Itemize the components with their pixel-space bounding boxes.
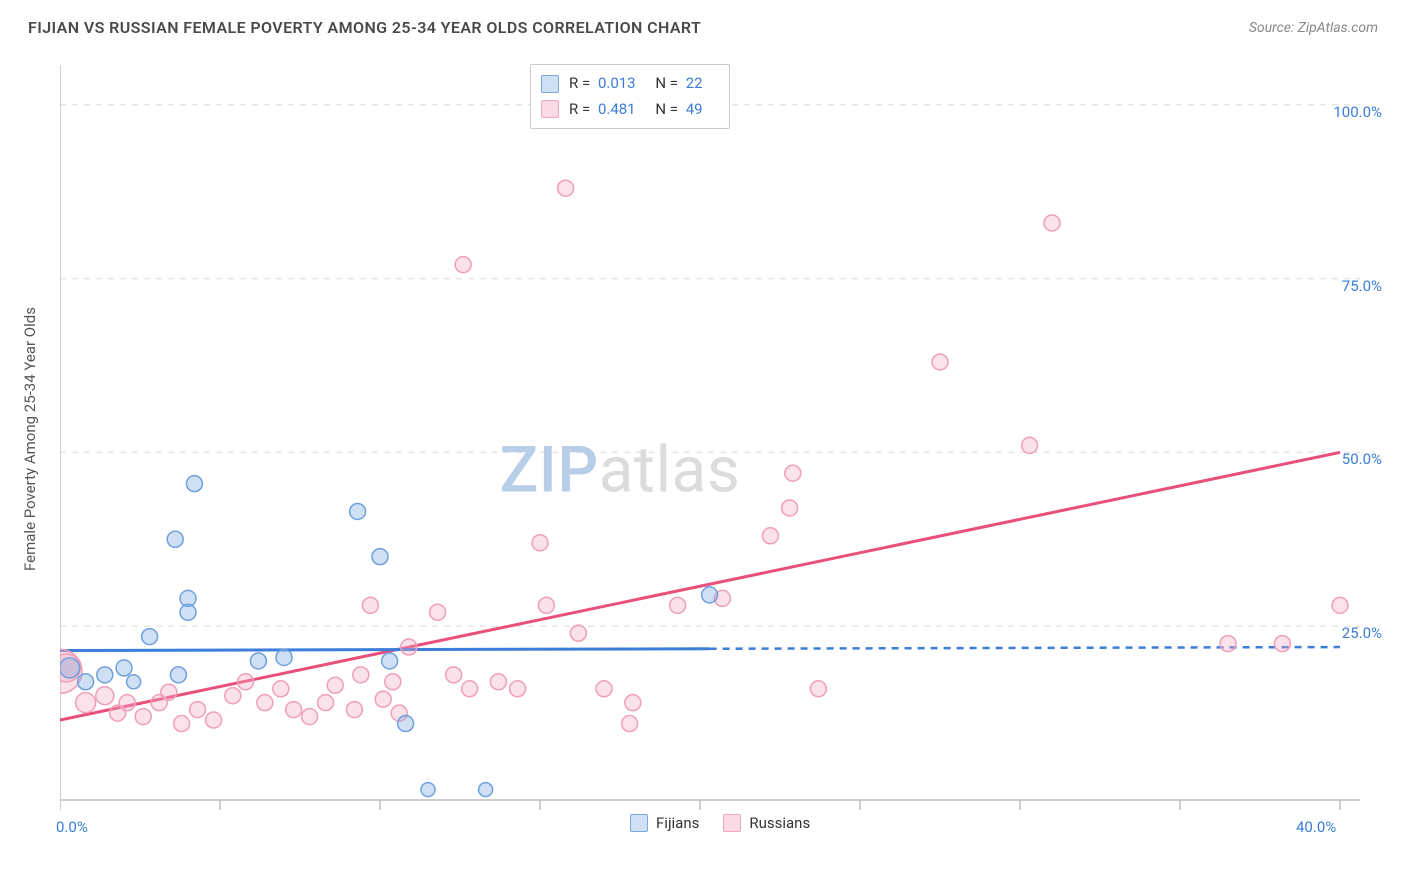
y-tick-label: 75.0% bbox=[1342, 277, 1382, 295]
legend-row-fijians: R = 0.013 N = 22 bbox=[541, 71, 719, 97]
n-value-fijians: 22 bbox=[686, 74, 703, 92]
source-prefix: Source: bbox=[1249, 20, 1298, 36]
chart-area: ZIPatlas R = 0.013 N = 22 R = 0.481 N = … bbox=[60, 60, 1380, 830]
swatch-fijians bbox=[541, 75, 559, 93]
legend-item-fijians: Fijians bbox=[630, 814, 699, 832]
y-axis-label: Female Poverty Among 25-34 Year Olds bbox=[21, 307, 39, 571]
swatch-russians bbox=[541, 100, 559, 118]
source-attribution: Source: ZipAtlas.com bbox=[1249, 20, 1378, 36]
y-tick-label: 50.0% bbox=[1342, 450, 1382, 468]
series-legend: Fijians Russians bbox=[630, 814, 810, 832]
x-tick-label: 0.0% bbox=[56, 818, 88, 836]
source-name: ZipAtlas.com bbox=[1298, 20, 1378, 36]
correlation-legend: R = 0.013 N = 22 R = 0.481 N = 49 bbox=[530, 64, 730, 129]
scatter-plot bbox=[60, 60, 1380, 830]
chart-title: FIJIAN VS RUSSIAN FEMALE POVERTY AMONG 2… bbox=[28, 18, 701, 37]
legend-label-fijians: Fijians bbox=[656, 814, 699, 832]
n-label: N = bbox=[655, 100, 678, 118]
r-value-russians: 0.481 bbox=[598, 100, 636, 118]
n-label: N = bbox=[655, 74, 678, 92]
n-value-russians: 49 bbox=[686, 100, 703, 118]
swatch-russians bbox=[723, 814, 741, 832]
r-value-fijians: 0.013 bbox=[598, 74, 636, 92]
swatch-fijians bbox=[630, 814, 648, 832]
y-tick-label: 100.0% bbox=[1333, 103, 1382, 121]
x-tick-label: 40.0% bbox=[1296, 818, 1336, 836]
legend-label-russians: Russians bbox=[749, 814, 810, 832]
legend-item-russians: Russians bbox=[723, 814, 810, 832]
legend-row-russians: R = 0.481 N = 49 bbox=[541, 97, 719, 123]
r-label: R = bbox=[569, 100, 590, 118]
r-label: R = bbox=[569, 74, 590, 92]
y-tick-label: 25.0% bbox=[1342, 624, 1382, 642]
